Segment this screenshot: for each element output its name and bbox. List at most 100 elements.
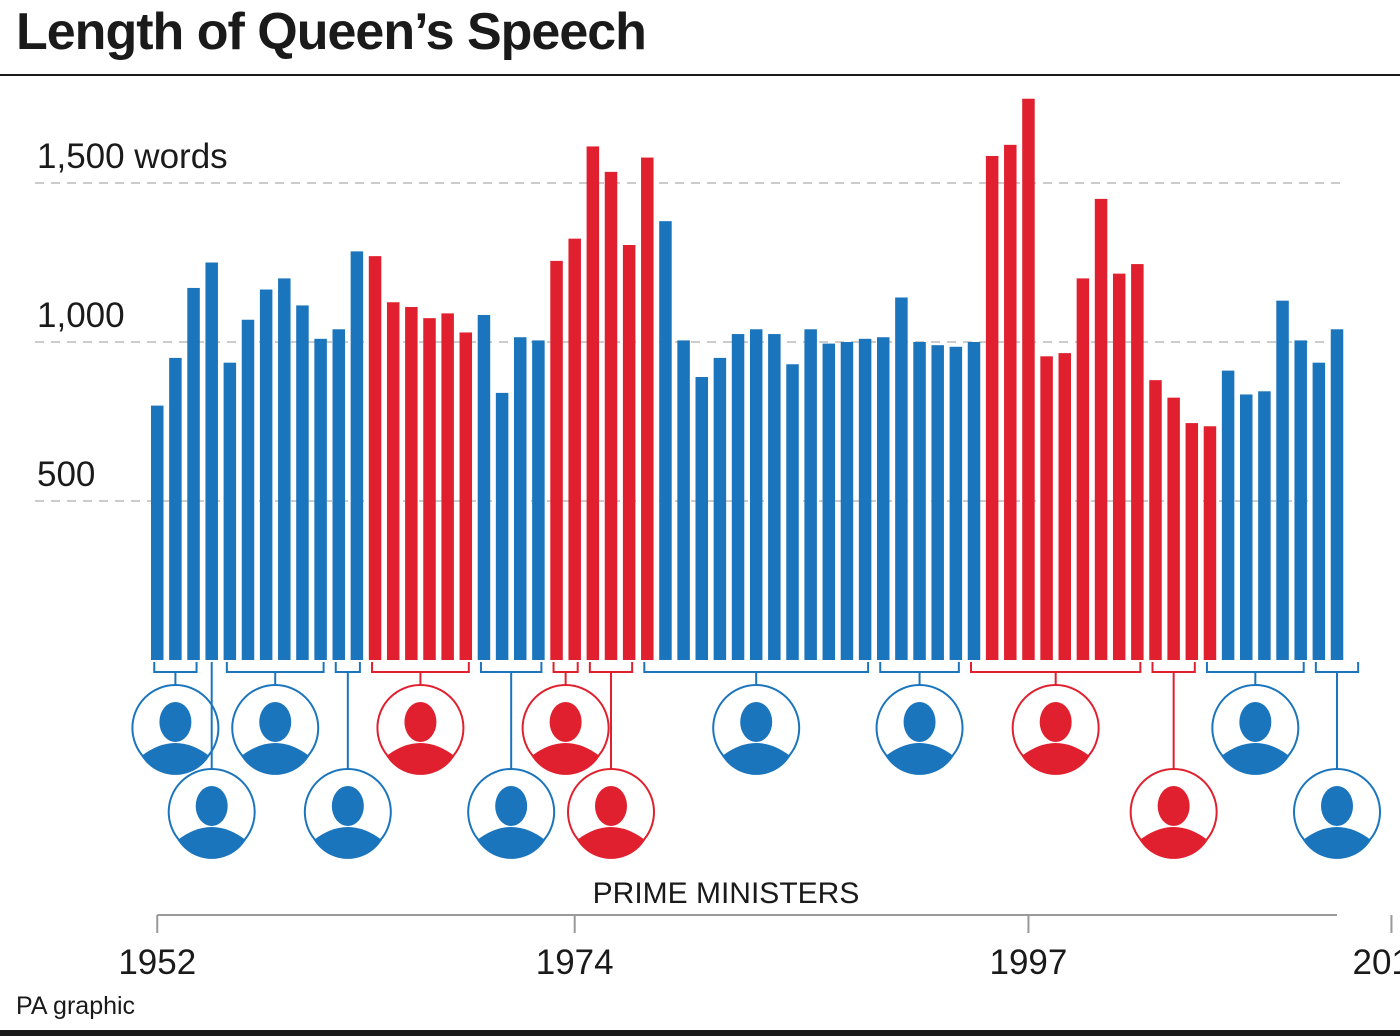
bar: [677, 340, 690, 660]
portrait-head-icon: [1039, 702, 1072, 742]
prime-ministers-label: PRIME MINISTERS: [593, 877, 860, 910]
term-bracket: [1205, 662, 1305, 673]
bar: [1131, 264, 1144, 660]
bar: [949, 346, 963, 660]
bar: [550, 260, 563, 660]
term-bracket: [1151, 662, 1196, 673]
portrait-head-icon: [495, 786, 528, 826]
bar: [840, 342, 854, 660]
portrait-shoulders-icon: [477, 827, 546, 859]
term-bracket: [643, 662, 870, 673]
portrait-head-icon: [1239, 702, 1272, 742]
bar: [514, 337, 527, 660]
bar: [822, 343, 836, 660]
bar: [368, 256, 382, 660]
bar: [223, 362, 237, 660]
portrait-shoulders-icon: [1021, 743, 1090, 775]
portrait-head-icon: [331, 786, 364, 826]
portrait-head-icon: [159, 702, 192, 742]
term-bracket: [588, 662, 634, 673]
prime-minister-marker: [1129, 662, 1218, 859]
bar: [641, 157, 654, 660]
portrait-shoulders-icon: [577, 827, 645, 859]
prime-minister-markers: [131, 662, 1381, 859]
prime-minister-marker: [167, 662, 256, 859]
x-tick-label: 1952: [118, 943, 196, 982]
bar: [296, 305, 309, 660]
bar: [459, 332, 473, 660]
prime-minister-marker: [225, 662, 325, 775]
bar: [241, 319, 255, 660]
term-bracket: [371, 662, 470, 673]
bar: [1185, 423, 1199, 660]
bar: [1203, 426, 1217, 660]
bar: [1258, 391, 1271, 660]
title-divider: [0, 74, 1400, 76]
bar: [749, 329, 763, 660]
bar: [659, 221, 672, 660]
x-tick-label: 1997: [990, 943, 1068, 982]
prime-minister-marker: [1293, 662, 1381, 859]
prime-minister-marker: [303, 662, 392, 859]
bar: [405, 307, 418, 660]
bar: [768, 334, 781, 660]
bar: [985, 155, 999, 660]
bar: [441, 313, 454, 660]
portrait-shoulders-icon: [177, 827, 246, 859]
bar: [259, 289, 273, 660]
bar: [1112, 273, 1126, 660]
prime-minister-marker: [467, 662, 556, 859]
bar: [151, 405, 164, 660]
prime-minister-marker: [875, 662, 964, 775]
portrait-shoulders-icon: [313, 827, 382, 859]
portrait-shoulders-icon: [386, 743, 455, 775]
portrait-head-icon: [404, 702, 437, 742]
bar: [1058, 353, 1071, 660]
bar: [604, 171, 618, 660]
bar: [895, 297, 908, 660]
term-bracket: [225, 662, 325, 673]
bar: [586, 146, 600, 660]
term-bracket: [479, 662, 543, 673]
portrait-head-icon: [903, 702, 936, 742]
portrait-head-icon: [1157, 786, 1190, 826]
bar: [350, 251, 364, 660]
prime-minister-marker: [970, 662, 1142, 775]
bar: [622, 245, 636, 660]
bar: [1221, 370, 1235, 660]
portrait-shoulders-icon: [241, 743, 310, 775]
bars: [151, 98, 1344, 661]
portrait-head-icon: [259, 702, 292, 742]
bar: [713, 357, 727, 660]
bar: [495, 392, 509, 660]
portrait-head-icon: [595, 786, 627, 826]
chart-title: Length of Queen’s Speech: [16, 3, 647, 61]
term-bracket: [334, 662, 361, 673]
bar: [1149, 380, 1162, 660]
bar: [1167, 397, 1180, 660]
bar: [731, 334, 745, 660]
bar: [332, 329, 345, 660]
bar: [931, 345, 944, 660]
bar: [1004, 144, 1017, 661]
bar: [1312, 362, 1326, 660]
bar: [695, 376, 708, 660]
y-tick-label: 1,000: [37, 296, 125, 335]
portrait-head-icon: [195, 786, 228, 826]
term-bracket: [970, 662, 1142, 673]
bottom-divider: [0, 1030, 1400, 1036]
portrait-shoulders-icon: [1221, 743, 1290, 775]
term-bracket: [153, 662, 198, 673]
bar: [1094, 198, 1108, 660]
bar: [314, 338, 327, 660]
portrait-shoulders-icon: [531, 743, 600, 775]
prime-minister-marker: [371, 662, 470, 775]
prime-minister-marker: [521, 662, 610, 775]
bar: [1330, 329, 1344, 660]
x-tick-label: 2017: [1353, 943, 1400, 982]
bar: [477, 314, 491, 660]
bar: [804, 329, 817, 660]
x-axis: 1952 1974 1997 2017: [118, 914, 1400, 982]
bar: [278, 278, 291, 660]
